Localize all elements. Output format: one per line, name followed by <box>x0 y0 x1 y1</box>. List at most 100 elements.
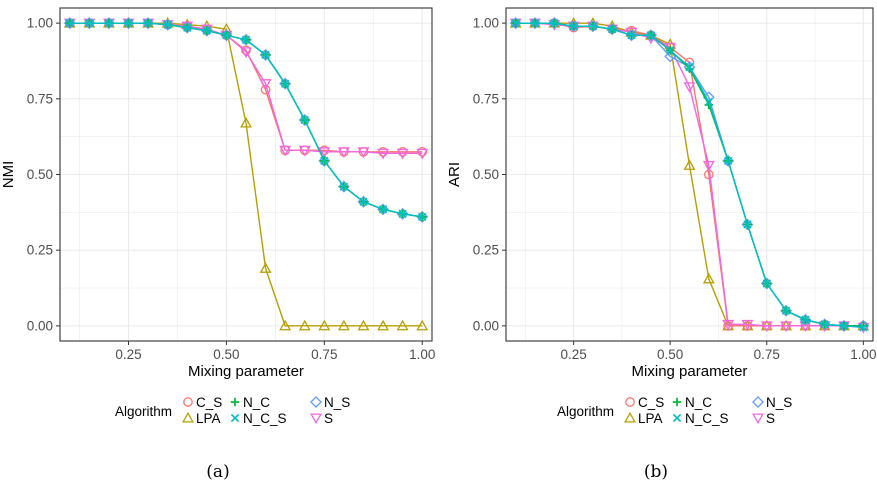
legend-label: N_S <box>766 395 792 410</box>
data-point <box>357 319 370 331</box>
legend-key-marker <box>182 411 194 423</box>
gridlines <box>506 8 873 341</box>
y-tick-label: 0.00 <box>27 318 53 333</box>
legend-label: C_S <box>638 395 664 410</box>
data-point <box>550 18 559 28</box>
data-point <box>396 148 409 160</box>
legend-key-marker <box>752 413 764 425</box>
data-point <box>608 25 617 34</box>
x-tick-label: 0.50 <box>213 347 239 362</box>
data-point <box>222 31 231 40</box>
data-point <box>83 17 96 30</box>
data-point <box>279 77 292 90</box>
legend-key-marker <box>672 413 682 423</box>
data-point <box>416 210 429 223</box>
data-point <box>704 97 713 107</box>
y-tick-label: 0.75 <box>473 91 499 106</box>
y-tick-label: 0.50 <box>473 167 499 182</box>
data-point <box>722 319 735 331</box>
legend-label: LPA <box>196 411 221 426</box>
data-point <box>781 306 791 315</box>
data-point <box>357 195 370 208</box>
data-point <box>606 23 619 36</box>
data-point <box>259 48 272 61</box>
data-point <box>418 212 427 222</box>
data-point <box>202 26 212 35</box>
x-axis-title: Mixing parameter <box>632 363 748 380</box>
data-point <box>240 116 252 128</box>
y-axis: 0.00 0.25 0.50 0.75 1.00 <box>473 16 506 333</box>
x-axis: 0.25 0.50 0.75 1.00 <box>115 341 435 362</box>
data-point <box>646 31 656 40</box>
data-point <box>801 315 810 324</box>
gridlines <box>60 8 432 341</box>
data-point <box>567 20 580 33</box>
y-tick-label: 0.75 <box>27 91 53 106</box>
legend-label: N_S <box>324 395 350 410</box>
data-point <box>337 180 350 193</box>
y-tick-label: 0.25 <box>27 243 53 258</box>
data-point <box>685 64 694 73</box>
legend-key-marker <box>230 397 240 407</box>
data-point <box>529 17 541 30</box>
data-point <box>723 156 733 166</box>
legend-key-marker <box>310 396 322 408</box>
legend-label: C_S <box>196 395 222 410</box>
data-point <box>259 262 272 273</box>
data-point <box>85 18 94 28</box>
data-point <box>161 18 174 31</box>
data-point <box>820 320 829 329</box>
chart-panel-a: 0.00 0.25 0.50 0.75 1.00 0.25 0.50 0.75 1.00 Mixi… <box>0 7 435 482</box>
data-point <box>279 319 292 331</box>
data-point <box>530 18 540 28</box>
data-point <box>548 17 561 30</box>
data-point <box>760 277 773 290</box>
legend-label: N_C_S <box>243 411 287 426</box>
legend-item-n-c-s: N_C_S <box>230 411 287 426</box>
legend-label: N_C_S <box>685 411 729 426</box>
data-point <box>818 318 831 331</box>
x-axis: 0.25 0.50 0.75 1.00 <box>560 341 876 362</box>
data-point <box>702 272 715 284</box>
data-point <box>298 114 311 126</box>
legend-key-marker <box>625 397 635 407</box>
data-point <box>318 319 331 331</box>
data-point <box>741 218 754 231</box>
y-tick-label: 1.00 <box>27 16 53 31</box>
y-tick-label: 0.25 <box>473 243 499 258</box>
data-point <box>509 17 522 30</box>
data-point <box>741 319 754 331</box>
data-point <box>588 21 598 31</box>
legend-item-lpa: LPA <box>624 411 663 426</box>
legend-label: N_C <box>243 395 270 410</box>
y-axis-title: NMI <box>0 161 17 189</box>
data-point <box>339 182 349 191</box>
x-tick-label: 0.25 <box>560 347 586 362</box>
data-point <box>122 17 135 30</box>
data-point <box>124 18 133 28</box>
data-point <box>300 115 309 125</box>
data-point <box>183 23 192 32</box>
data-point <box>586 20 599 33</box>
legend-item-s: S <box>310 411 333 426</box>
x-tick-label: 0.25 <box>115 347 141 362</box>
legend-label: N_C <box>685 395 712 410</box>
data-point <box>377 148 389 160</box>
x-tick-label: 0.75 <box>311 347 337 362</box>
data-point <box>337 147 350 158</box>
data-point <box>259 79 272 90</box>
data-point <box>240 33 252 46</box>
data-point <box>163 20 172 29</box>
data-point <box>685 62 694 72</box>
data-point <box>241 35 251 44</box>
data-point <box>320 156 329 166</box>
data-point <box>683 159 696 170</box>
data-point <box>142 17 155 30</box>
legend-item-n-c: N_C <box>672 395 712 410</box>
data-point <box>702 160 715 172</box>
data-point <box>780 304 793 317</box>
data-point <box>378 205 388 214</box>
data-point <box>859 321 868 331</box>
